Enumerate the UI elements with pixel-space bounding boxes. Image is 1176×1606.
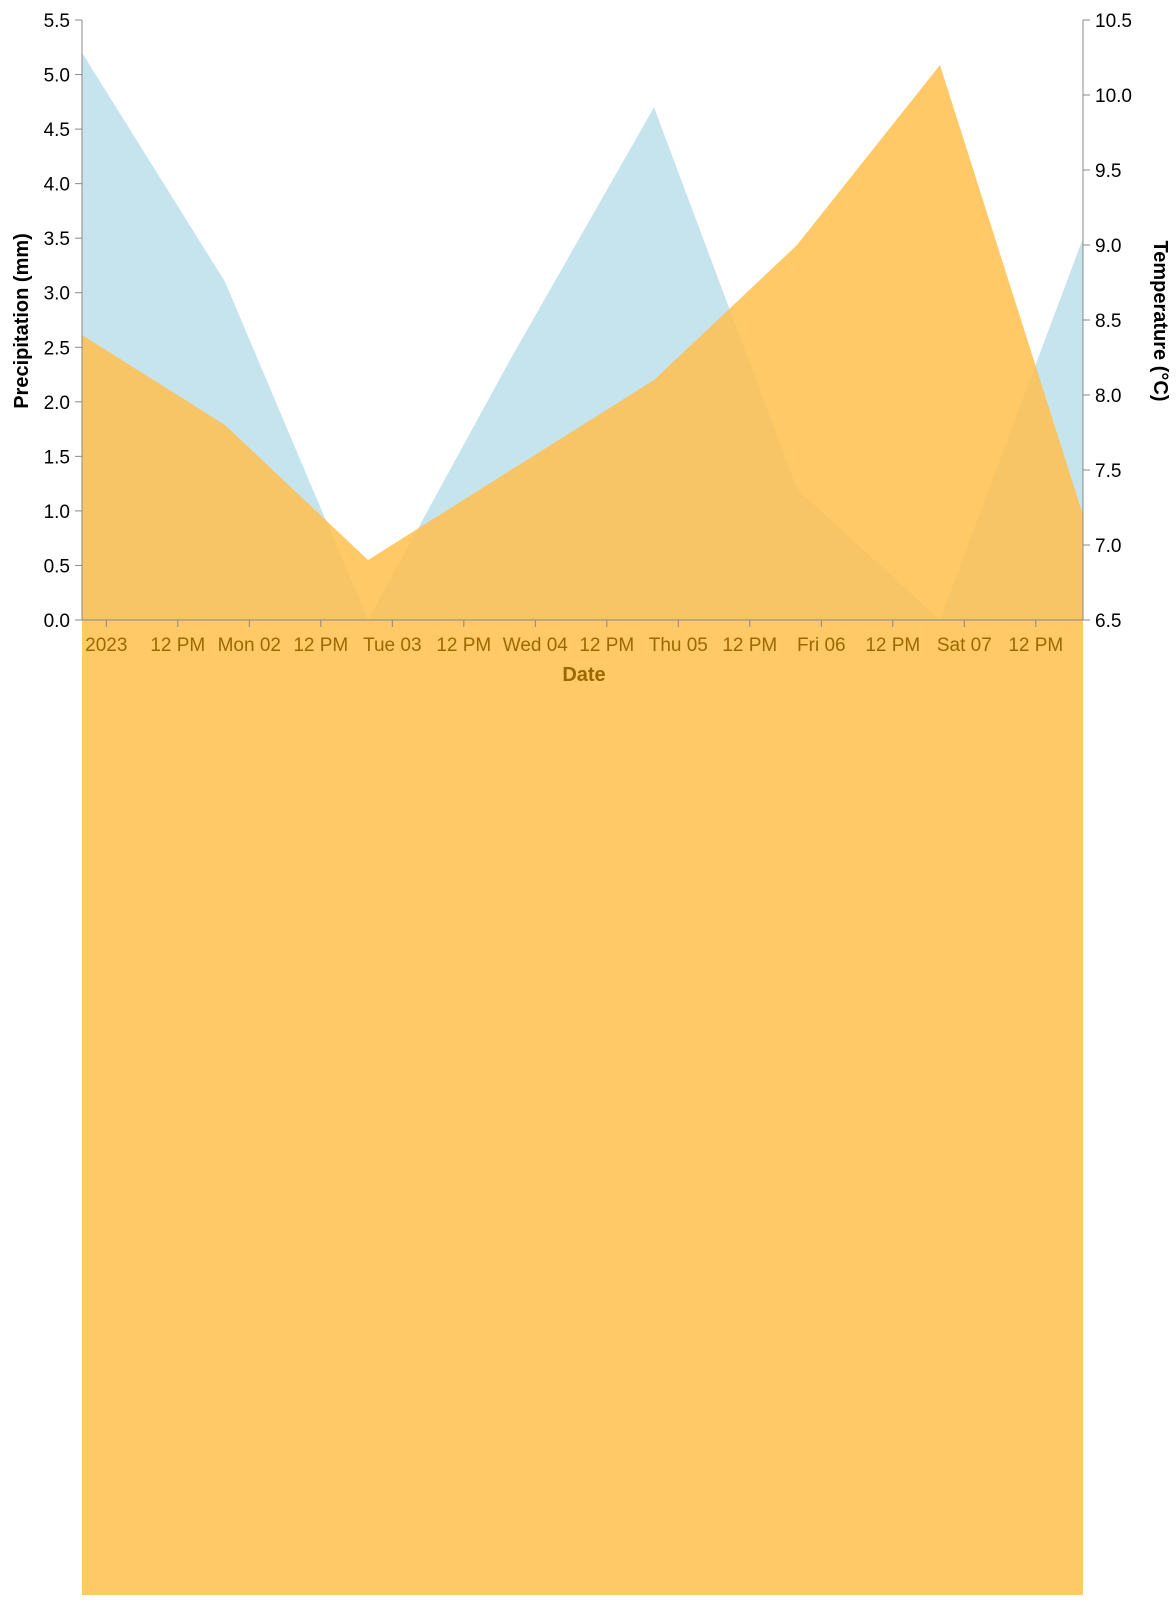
x-tick-label: 12 PM	[865, 635, 920, 656]
y-axis-left-title: Precipitation (mm)	[11, 233, 33, 409]
y-left-tick-label: 5.5	[44, 11, 70, 32]
y-right-tick-label: 7.5	[1095, 461, 1121, 482]
y-left-tick-label: 0.5	[44, 556, 70, 577]
x-tick-label: 2023	[85, 635, 127, 656]
y-left-tick-label: 5.0	[44, 66, 70, 87]
y-right-tick-label: 10.5	[1095, 11, 1132, 32]
y-right-tick-label: 7.0	[1095, 536, 1121, 557]
x-tick-label: Sat 07	[937, 635, 992, 656]
y-right-tick-label: 8.5	[1095, 311, 1121, 332]
y-right-tick-label: 10.0	[1095, 86, 1132, 107]
y-left-tick-label: 4.0	[44, 175, 70, 196]
plot-areas	[82, 52, 1083, 1595]
y-right-tick-label: 9.5	[1095, 161, 1121, 182]
y-left-tick-label: 1.5	[44, 447, 70, 468]
y-left-tick-label: 3.5	[44, 229, 70, 250]
y-left-tick-label: 2.0	[44, 393, 70, 414]
y-right-tick-label: 6.5	[1095, 611, 1121, 632]
x-tick-label: 12 PM	[436, 635, 491, 656]
y-axis-left: 0.0 0.5 1.0 1.5 2.0 2.5 3.0 3.5 4.0 4.5 5.0 5.5	[44, 11, 83, 632]
y-axis-right: 6.5 7.0 7.5 8.0 8.5 9.0 9.5 10.0 10.5	[1082, 11, 1132, 632]
x-tick-label: 12 PM	[1008, 635, 1063, 656]
y-left-tick-label: 1.0	[44, 502, 70, 523]
x-tick-label: Thu 05	[649, 635, 708, 656]
x-tick-label: 12 PM	[150, 635, 205, 656]
x-tick-label: 12 PM	[722, 635, 777, 656]
y-left-tick-label: 3.0	[44, 284, 70, 305]
x-tick-label: Tue 03	[363, 635, 421, 656]
y-right-tick-label: 8.0	[1095, 386, 1121, 407]
x-tick-label: Fri 06	[797, 635, 846, 656]
y-left-tick-label: 2.5	[44, 338, 70, 359]
y-axis-right-title: Temperature (°C)	[1149, 241, 1171, 402]
x-axis-title: Date	[562, 664, 605, 686]
x-tick-label: 12 PM	[579, 635, 634, 656]
x-tick-label: Wed 04	[503, 635, 569, 656]
x-tick-label: Mon 02	[218, 635, 281, 656]
y-right-tick-label: 9.0	[1095, 236, 1121, 257]
area-series-2	[82, 65, 1083, 1595]
x-axis: 2023 12 PM Mon 02 12 PM Tue 03 12 PM Wed 04 12 …	[82, 619, 1083, 656]
x-tick-label: 12 PM	[293, 635, 348, 656]
area-series-1	[82, 52, 1083, 620]
y-left-tick-label: 4.5	[44, 120, 70, 141]
y-left-tick-label: 0.0	[44, 611, 70, 632]
